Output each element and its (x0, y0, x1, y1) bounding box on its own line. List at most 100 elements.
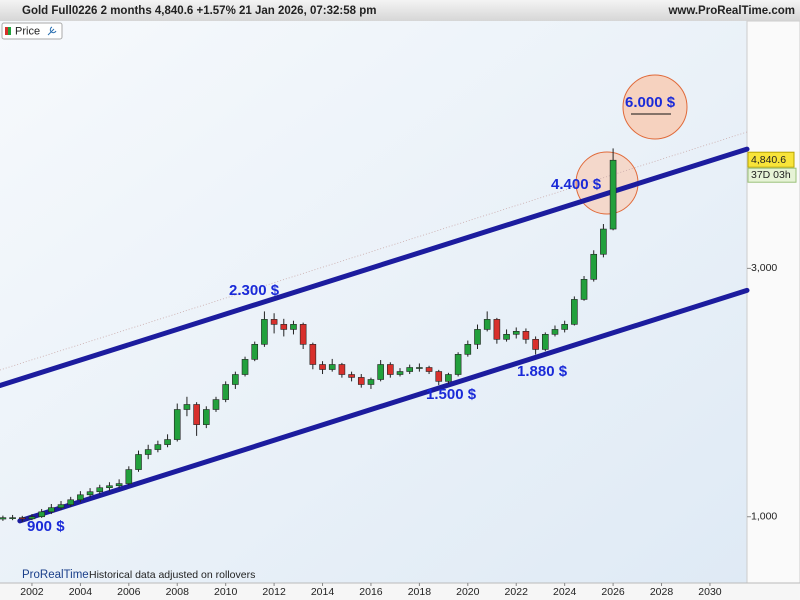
candle-body (600, 228, 607, 255)
candle-body (18, 517, 26, 520)
candle-body (203, 409, 210, 425)
annotation: 1.880 $ (517, 363, 568, 380)
header-bar (0, 0, 800, 21)
y-axis-panel (746, 20, 800, 584)
x-tick-label: 2012 (262, 586, 286, 598)
x-tick-label: 2018 (408, 586, 432, 598)
x-tick-label: 2002 (20, 586, 44, 598)
x-tick-label: 2024 (553, 586, 577, 598)
candle-body (115, 483, 123, 487)
candle-body (377, 364, 384, 380)
x-tick-label: 2020 (456, 586, 480, 598)
candle-body (483, 319, 491, 330)
candle-body (503, 334, 510, 340)
last-price-label: 4,840.6 (751, 154, 786, 166)
candle-body (454, 354, 462, 375)
candle-body (77, 494, 84, 501)
x-tick-label: 2016 (359, 586, 383, 598)
x-tick-label: 2030 (698, 586, 722, 598)
candle-body (580, 279, 588, 300)
candle-body (67, 499, 75, 505)
price-button[interactable] (1, 22, 63, 40)
candle-body (522, 331, 530, 340)
candle-body (232, 374, 239, 385)
footer-brand: ProRealTime (22, 569, 89, 581)
candle-body (309, 344, 317, 365)
candle-body (571, 299, 578, 325)
legend-label: Price (15, 25, 40, 37)
candle-body (96, 487, 104, 493)
candle-body (135, 454, 142, 470)
candle-body (28, 516, 36, 520)
chart-layer: 2002 2004 2006 2008 2010 2012 2014 2016 2018 2020… (0, 74, 797, 598)
x-tick-label: 2004 (69, 586, 93, 598)
candle-body (280, 324, 288, 330)
candle-body (609, 159, 617, 230)
wrench-icon[interactable] (47, 26, 57, 36)
candle-body (493, 319, 501, 340)
candle-body (435, 371, 443, 382)
candle-body (299, 324, 307, 345)
candle-body (48, 507, 55, 513)
chart-title: Gold Full0226 2 months 4,840.6 +1.57% 21… (22, 5, 376, 17)
candle-body (348, 374, 355, 378)
candle-body (474, 329, 481, 345)
annotation: 6.000 $ (625, 94, 676, 111)
candle-body (183, 404, 191, 410)
candle-body (357, 377, 365, 385)
x-tick-label: 2006 (117, 586, 141, 598)
candle-body (387, 364, 394, 375)
candle-body (38, 511, 45, 518)
candle-body (164, 439, 171, 445)
candle-body (338, 364, 346, 375)
candle-body (561, 324, 568, 330)
candle-body (541, 334, 549, 350)
x-tick-label: 2022 (505, 586, 529, 598)
countdown-box (747, 167, 797, 183)
source: www.ProRealTime.com (667, 5, 795, 17)
y-tick-label: 3,000 (751, 262, 777, 274)
candle-body (396, 371, 404, 375)
candle-body (106, 485, 113, 489)
y-tick-label: 1,000 (751, 511, 777, 523)
highlight-circle (622, 74, 688, 140)
candle-body (590, 253, 598, 280)
annotation: 2.300 $ (229, 282, 280, 299)
candle-body (261, 319, 268, 345)
candle-body (241, 359, 249, 375)
candle-body (0, 517, 7, 520)
candle-body (125, 469, 133, 484)
candle-body (270, 319, 278, 325)
price-icon (8, 27, 11, 35)
trend-line (17, 287, 750, 524)
candle-body (9, 517, 16, 519)
candle-body (464, 344, 472, 355)
trend-line (0, 146, 750, 389)
x-tick-label: 2014 (311, 586, 335, 598)
candle-body (154, 444, 162, 450)
candle-body (367, 379, 375, 385)
candle-body (319, 364, 326, 370)
candle-body (290, 324, 297, 330)
annotation: 4.400 $ (551, 176, 602, 193)
candle-body (532, 339, 539, 350)
candle-body (416, 367, 423, 369)
x-axis-panel (0, 583, 800, 600)
candle-body (251, 344, 259, 360)
x-tick-label: 2026 (601, 586, 625, 598)
candle-body (86, 491, 94, 496)
candle-body (222, 384, 229, 400)
candle-body (425, 367, 433, 372)
candle-body (212, 399, 220, 410)
candle-body (406, 367, 413, 372)
x-tick-label: 2010 (214, 586, 238, 598)
annotation: 1.500 $ (426, 386, 477, 403)
candle-body (144, 449, 152, 455)
countdown: 37D 03h (751, 169, 791, 181)
annotation: 900 $ (27, 518, 65, 535)
price-icon (5, 27, 8, 35)
candle-body (173, 409, 181, 440)
candle-body (512, 331, 520, 335)
candle-body (57, 504, 65, 508)
x-tick-label: 2028 (650, 586, 674, 598)
